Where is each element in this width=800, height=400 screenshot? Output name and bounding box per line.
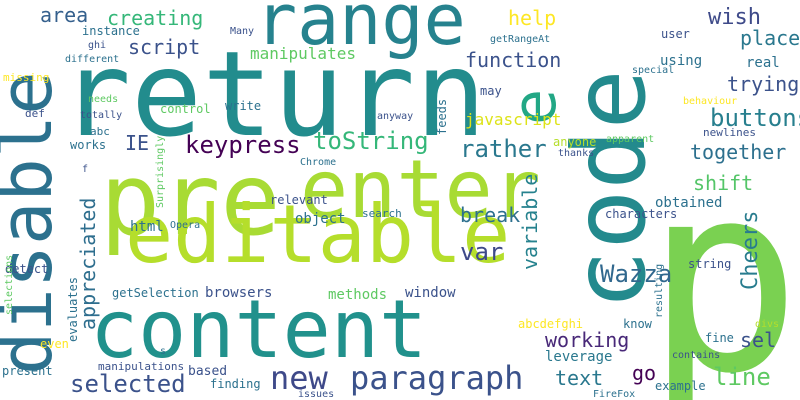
word-new: new	[270, 359, 328, 397]
word-special: special	[632, 65, 675, 76]
word-sel: sel	[740, 328, 777, 352]
word-different: different	[65, 54, 120, 65]
word-newlines: newlines	[703, 126, 756, 139]
word-even: even	[40, 337, 69, 351]
word-example: example	[655, 379, 706, 393]
word-anyway: anyway	[377, 111, 414, 122]
word-rather: rather	[460, 135, 547, 163]
word-content: content	[90, 283, 428, 376]
word-relevant: relevant	[270, 193, 328, 207]
word-real: real	[746, 55, 780, 71]
word-keypress: keypress	[185, 131, 301, 159]
word-firefox: FireFox	[593, 389, 636, 400]
word-trying: trying	[727, 72, 800, 96]
word-place: place	[740, 26, 800, 50]
word-many: Many	[230, 26, 255, 37]
word-html: html	[130, 219, 164, 235]
word-write: write	[225, 99, 262, 113]
word-together: together	[690, 140, 787, 164]
word-finding: finding	[210, 377, 261, 391]
word-manipulations: manipulations	[98, 360, 185, 373]
word-browsers: browsers	[205, 285, 273, 301]
word-break: break	[460, 203, 521, 227]
word-pre: pre	[100, 141, 281, 258]
word-opera: Opera	[170, 220, 201, 231]
word-var: var	[460, 238, 504, 266]
word-ie: IE	[125, 131, 150, 155]
word-leverage: leverage	[545, 349, 613, 365]
word-based: based	[188, 364, 228, 379]
word-editable: editable	[125, 188, 511, 281]
word-return: return	[60, 25, 487, 163]
word-wazza: Wazza	[600, 260, 673, 288]
word-string: string	[688, 257, 732, 271]
word-p: p	[645, 129, 800, 400]
word-resulting: resulting	[654, 263, 665, 318]
word-user: user	[661, 27, 690, 41]
word-surprisingly: Surprisingly	[155, 135, 166, 208]
word-area: area	[40, 3, 89, 27]
word-issues: issues	[298, 389, 335, 400]
word-line: line	[713, 363, 771, 391]
word-works: works	[70, 138, 107, 152]
word-paragraph: paragraph	[350, 359, 524, 397]
word-getselection: getSelection	[112, 286, 199, 300]
word-present: present	[2, 364, 53, 378]
word-help: help	[508, 6, 557, 30]
word-control: control	[160, 102, 211, 116]
word-def: def	[25, 107, 45, 120]
word-creating: creating	[107, 6, 204, 30]
word-tostring: toString	[313, 127, 429, 155]
word-detect: detect	[5, 262, 49, 276]
word-obtained: obtained	[655, 195, 723, 211]
word-chrome: Chrome	[300, 157, 337, 168]
word-missing: missing	[3, 71, 50, 84]
word-fine: fine	[705, 331, 734, 345]
word-behaviour: behaviour	[683, 96, 738, 107]
word-may: may	[480, 84, 502, 98]
word-go: go	[632, 361, 657, 385]
word-wish: wish	[708, 5, 761, 30]
word-enter: enter	[300, 143, 541, 236]
word-needs: needs	[88, 94, 119, 105]
word-thanks: thanks	[558, 148, 595, 159]
word-variable: variable	[518, 173, 542, 270]
word-ghi: ghi	[88, 40, 107, 51]
word-contains: contains	[672, 350, 721, 361]
word-search: search	[362, 207, 402, 220]
word-appreciated: appreciated	[76, 197, 100, 330]
word-cheers: Cheers	[738, 210, 763, 290]
word-totally: totally	[80, 110, 123, 121]
word-selected: selected	[70, 370, 186, 398]
word-s: s	[160, 346, 167, 357]
word-text: text	[555, 366, 604, 390]
word-script: script	[128, 35, 201, 59]
word-function: function	[465, 48, 562, 72]
word-object: object	[295, 211, 346, 227]
word-know: know	[623, 317, 652, 331]
word-evaluates: evaluates	[66, 276, 80, 342]
word-window: window	[405, 285, 456, 301]
word-working: working	[545, 328, 630, 352]
word-abcdefghi: abcdefghi	[518, 317, 584, 331]
word-abc: abc	[90, 125, 110, 138]
word-selections: selections	[4, 254, 15, 315]
word-feeds: feeds	[435, 98, 449, 135]
word-characters: characters	[605, 207, 678, 221]
word-apparent: apparent	[606, 134, 655, 145]
word-methods: methods	[328, 287, 388, 303]
word-anyone: anyone	[553, 135, 597, 149]
word-divs: divs	[755, 319, 780, 330]
word-range: range	[255, 0, 466, 61]
word-using: using	[660, 53, 703, 69]
word-shift: shift	[693, 171, 754, 195]
word-javascript: javascript	[465, 110, 562, 129]
word-manipulates: manipulates	[250, 44, 356, 63]
word-instance: instance	[82, 24, 140, 38]
word-f: f	[82, 164, 89, 175]
word-getrangeat: getRangeAt	[490, 34, 551, 45]
